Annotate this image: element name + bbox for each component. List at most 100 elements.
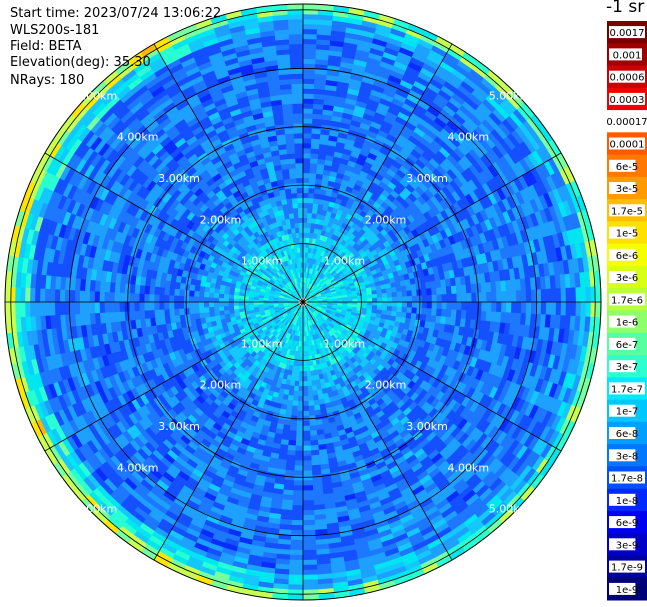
data-cell xyxy=(390,286,398,294)
data-cell xyxy=(296,420,304,427)
data-cell xyxy=(302,192,310,199)
data-cell xyxy=(426,308,433,316)
data-cell xyxy=(89,301,96,314)
data-cell xyxy=(288,430,297,437)
data-cell xyxy=(455,309,463,319)
data-cell xyxy=(223,301,229,307)
data-cell xyxy=(510,301,517,314)
data-cell xyxy=(306,370,312,377)
data-cell xyxy=(440,308,448,318)
data-cell xyxy=(294,460,304,467)
data-cell xyxy=(306,375,312,382)
data-cell xyxy=(352,298,358,303)
data-cell xyxy=(436,308,443,317)
data-cell xyxy=(302,405,310,412)
data-cell xyxy=(89,290,96,303)
data-cell xyxy=(178,295,185,303)
data-cell xyxy=(308,177,317,184)
data-cell xyxy=(476,301,483,312)
data-cell xyxy=(426,301,433,310)
data-cell xyxy=(481,292,488,303)
data-cell xyxy=(294,152,304,159)
data-cell xyxy=(491,301,498,313)
data-cell xyxy=(294,222,300,229)
data-cell xyxy=(308,410,316,417)
data-cell xyxy=(302,400,309,407)
data-cell xyxy=(446,301,453,311)
data-cell xyxy=(308,405,315,412)
data-cell xyxy=(295,435,304,442)
data-cell xyxy=(309,430,318,437)
data-cell xyxy=(138,301,145,311)
data-cell xyxy=(391,296,398,303)
data-cell xyxy=(357,298,363,303)
data-cell xyxy=(302,420,310,427)
data-cell xyxy=(307,202,314,209)
data-cell xyxy=(208,306,215,313)
data-cell xyxy=(213,306,220,312)
data-cell xyxy=(153,293,160,303)
data-cell xyxy=(302,147,312,154)
data-cell xyxy=(302,490,314,497)
data-cell xyxy=(208,301,215,308)
data-cell xyxy=(461,301,468,311)
data-cell xyxy=(287,439,297,447)
data-cell xyxy=(158,286,166,296)
data-cell xyxy=(228,297,234,303)
data-cell xyxy=(213,310,220,317)
data-cell xyxy=(501,301,507,314)
data-cell xyxy=(302,132,313,139)
data-cell xyxy=(118,292,125,303)
data-cell xyxy=(451,301,458,311)
data-cell xyxy=(376,293,383,299)
data-cell xyxy=(203,296,210,303)
data-cell xyxy=(307,385,313,392)
data-cell xyxy=(302,157,311,164)
data-cell xyxy=(193,307,200,314)
data-cell xyxy=(294,227,300,234)
data-cell xyxy=(411,301,418,309)
data-cell xyxy=(401,301,408,308)
data-cell xyxy=(441,301,448,310)
data-cell xyxy=(148,293,155,303)
data-cell xyxy=(297,385,304,392)
data-cell xyxy=(291,505,304,511)
data-cell xyxy=(302,385,309,392)
data-cell xyxy=(292,395,299,402)
data-cell xyxy=(287,207,295,215)
data-cell xyxy=(486,301,493,313)
data-cell xyxy=(295,430,304,437)
data-cell xyxy=(238,301,244,306)
data-cell xyxy=(302,495,314,502)
data-cell xyxy=(203,301,210,308)
data-cell xyxy=(143,293,150,303)
data-cell xyxy=(286,454,296,462)
data-cell xyxy=(307,400,315,407)
data-cell xyxy=(481,301,488,312)
data-cell xyxy=(382,297,388,303)
data-cell xyxy=(291,192,298,199)
data-cell xyxy=(233,305,240,310)
data-cell xyxy=(193,290,200,297)
data-cell xyxy=(218,297,224,303)
data-cell xyxy=(291,197,299,204)
data-cell xyxy=(456,301,463,311)
data-cell xyxy=(193,301,200,309)
data-cell xyxy=(168,294,175,303)
data-cell xyxy=(298,227,304,233)
data-cell xyxy=(299,242,304,248)
data-cell xyxy=(310,454,320,462)
data-cell xyxy=(411,295,418,303)
data-cell xyxy=(431,287,438,296)
data-cell xyxy=(309,167,318,174)
data-cell xyxy=(293,217,300,224)
data-cell xyxy=(302,485,314,492)
data-cell xyxy=(163,301,170,310)
data-cell xyxy=(309,435,318,442)
data-cell xyxy=(143,285,151,295)
data-cell xyxy=(406,295,413,303)
data-cell xyxy=(173,308,180,316)
data-cell xyxy=(431,301,438,310)
data-cell xyxy=(310,142,320,150)
